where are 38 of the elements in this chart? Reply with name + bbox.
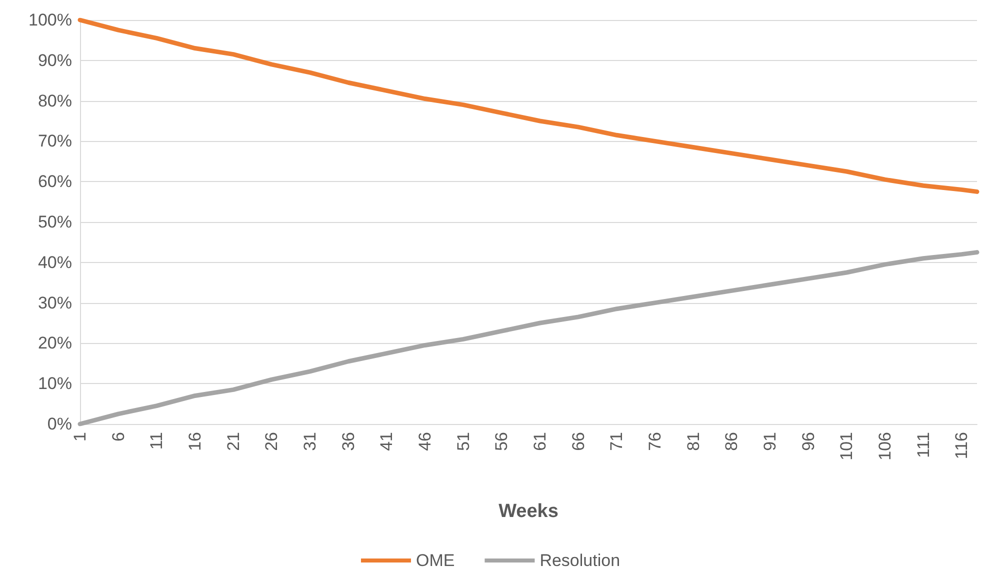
x-tick-label: 81	[684, 432, 703, 451]
x-tick-label: 11	[147, 432, 166, 450]
x-tick-label: 51	[454, 432, 473, 451]
y-tick-label: 60%	[38, 172, 72, 192]
legend-label: OME	[416, 551, 455, 570]
x-tick-label: 61	[530, 432, 550, 451]
y-tick-label: 20%	[38, 334, 72, 353]
y-tick-label: 90%	[38, 50, 72, 70]
x-tick-label: 16	[186, 432, 204, 451]
x-tick-label: 66	[568, 432, 588, 451]
x-axis-title: Weeks	[498, 501, 558, 522]
y-tick-label: 40%	[38, 252, 72, 272]
x-tick-label: 111	[914, 432, 933, 458]
y-tick-label: 100%	[28, 10, 72, 30]
y-tick-label: 30%	[38, 293, 72, 312]
legend-label: Resolution	[540, 551, 620, 570]
y-tick-label: 10%	[38, 374, 72, 394]
x-tick-label: 91	[760, 432, 780, 451]
x-tick-label: 6	[108, 432, 128, 442]
x-tick-label: 31	[300, 432, 320, 451]
x-tick-label: 76	[646, 432, 664, 451]
y-tick-label: 70%	[38, 132, 72, 151]
x-tick-label: 1	[70, 432, 90, 442]
x-tick-label: 41	[377, 432, 396, 451]
x-tick-label: 96	[798, 432, 818, 451]
x-tick-label: 56	[492, 432, 512, 451]
y-tick-label: 50%	[38, 212, 72, 232]
x-tick-label: 106	[876, 432, 894, 460]
y-tick-label: 80%	[38, 91, 72, 110]
x-tick-label: 116	[952, 432, 972, 460]
x-tick-label: 86	[722, 432, 742, 451]
x-tick-label: 46	[416, 432, 434, 451]
x-tick-label: 101	[837, 432, 856, 460]
x-tick-label: 26	[262, 432, 282, 451]
x-tick-label: 71	[607, 432, 626, 451]
x-tick-label: 36	[338, 432, 358, 451]
y-tick-label: 0%	[47, 414, 72, 434]
x-tick-label: 21	[224, 432, 243, 451]
